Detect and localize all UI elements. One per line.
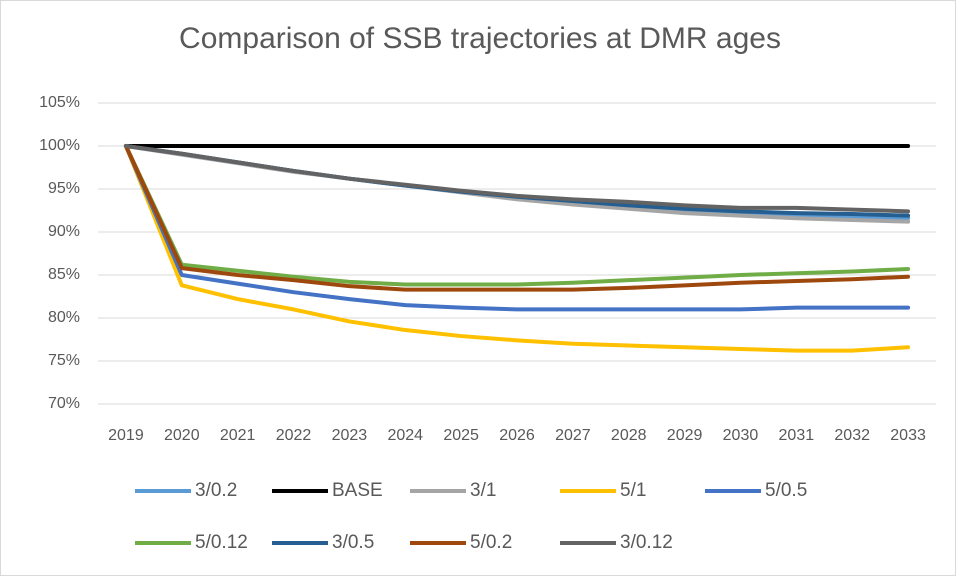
x-tick-label: 2030 [723, 427, 759, 444]
series-line [123, 144, 911, 292]
x-tick-label: 2025 [443, 427, 479, 444]
x-tick-label: 2019 [108, 427, 144, 444]
y-tick-label: 100% [39, 137, 80, 154]
y-tick-label: 80% [48, 309, 80, 326]
y-tick-label: 75% [48, 352, 80, 369]
x-tick-label: 2031 [779, 427, 815, 444]
x-tick-label: 2020 [164, 427, 200, 444]
legend-label: 3/0.2 [195, 480, 237, 501]
legend-label: 5/0.12 [195, 532, 248, 553]
y-tick-label: 85% [48, 266, 80, 283]
y-tick-label: 95% [48, 180, 80, 197]
x-tick-label: 2021 [220, 427, 256, 444]
x-tick-label: 2033 [890, 427, 926, 444]
legend-label: 3/0.12 [620, 532, 673, 553]
y-tick-label: 105% [39, 94, 80, 111]
series-line [123, 144, 911, 312]
x-tick-label: 2032 [834, 427, 870, 444]
legend-label: 3/1 [470, 480, 496, 501]
x-tick-label: 2028 [611, 427, 647, 444]
x-tick-label: 2023 [332, 427, 368, 444]
series-line [123, 144, 911, 353]
x-tick-label: 2022 [276, 427, 312, 444]
legend-label: 5/0.2 [470, 532, 512, 553]
y-tick-label: 90% [48, 223, 80, 240]
x-tick-label: 2024 [387, 427, 423, 444]
legend-label: 3/0.5 [332, 532, 374, 553]
x-tick-label: 2026 [499, 427, 535, 444]
x-tick-label: 2027 [555, 427, 591, 444]
legend-label: BASE [332, 480, 383, 501]
legend-label: 5/1 [620, 480, 646, 501]
legend-label: 5/0.5 [765, 480, 807, 501]
x-tick-label: 2029 [667, 427, 703, 444]
series-line [123, 144, 911, 287]
y-tick-label: 70% [48, 395, 80, 412]
series-line [123, 144, 911, 214]
chart-title: Comparison of SSB trajectories at DMR ag… [179, 22, 781, 55]
